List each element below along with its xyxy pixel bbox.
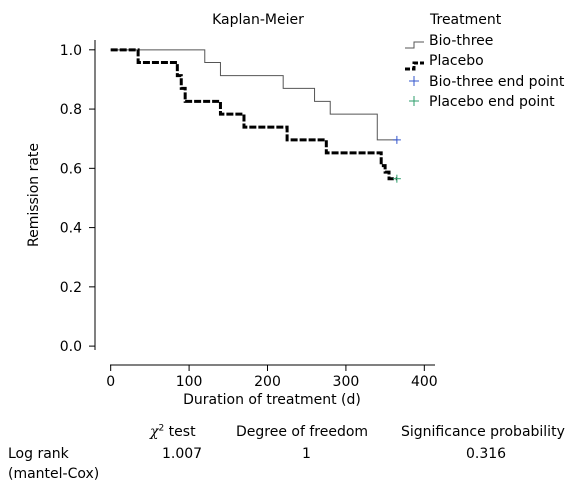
stats-row-label-mantel-cox: (mantel-Cox) (8, 466, 100, 482)
legend-entry-bio-three: Bio-three (429, 33, 493, 49)
legend: Treatment Bio-three Placebo Bio-three end … (405, 12, 565, 110)
chi-superscript: 2 (158, 423, 165, 434)
x-tick-label: 200 (254, 374, 281, 390)
y-tick-label: 0.8 (60, 102, 82, 118)
y-tick-label: 0.6 (60, 161, 82, 177)
x-tick-label: 400 (411, 374, 438, 390)
stats-row-label-log-rank: Log rank (8, 446, 69, 462)
log-rank-stats-table: χ2 test Degree of freedom Significance p… (0, 420, 578, 488)
y-tick-label: 0.2 (60, 280, 82, 296)
legend-symbol-placebo (405, 61, 424, 71)
y-tick-label: 0.4 (60, 221, 82, 237)
chi-symbol: χ (150, 424, 159, 440)
series-layer (110, 48, 401, 183)
legend-symbol-bio-three (405, 41, 424, 49)
chi-test-word: test (164, 424, 196, 440)
x-tick-label: 300 (333, 374, 360, 390)
y-tick-label: 1.0 (60, 43, 82, 59)
x-ticks: 0 100 200 300 400 (106, 365, 438, 390)
legend-title: Treatment (429, 12, 502, 28)
legend-entry-placebo: Placebo (429, 53, 484, 69)
stats-header-significance: Significance probability (401, 424, 565, 440)
series-line-bio-three (110, 49, 397, 141)
stats-p-value: 0.316 (466, 446, 507, 462)
kaplan-meier-chart: Kaplan-Meier 0.0 0.2 0.4 0.6 0.8 1.0 0 100 200 3… (26, 12, 565, 408)
stats-chi-value: 1.007 (162, 446, 203, 462)
series-line-placebo (110, 48, 397, 181)
chart-title: Kaplan-Meier (212, 12, 304, 28)
y-tick-label: 0.0 (60, 339, 82, 355)
y-ticks: 0.0 0.2 0.4 0.6 0.8 1.0 (60, 43, 95, 355)
y-axis-label: Remission rate (26, 143, 42, 247)
x-axis-label: Duration of treatment (d) (183, 392, 361, 408)
x-tick-label: 0 (106, 374, 115, 390)
legend-entry-placebo-end-point: Placebo end point (429, 94, 555, 110)
stats-header-chi-square: χ2 test (150, 424, 196, 440)
x-tick-label: 100 (176, 374, 203, 390)
legend-entry-bio-three-end-point: Bio-three end point (429, 74, 565, 90)
stats-header-degree-of-freedom: Degree of freedom (236, 424, 369, 440)
stats-df-value: 1 (302, 446, 311, 462)
